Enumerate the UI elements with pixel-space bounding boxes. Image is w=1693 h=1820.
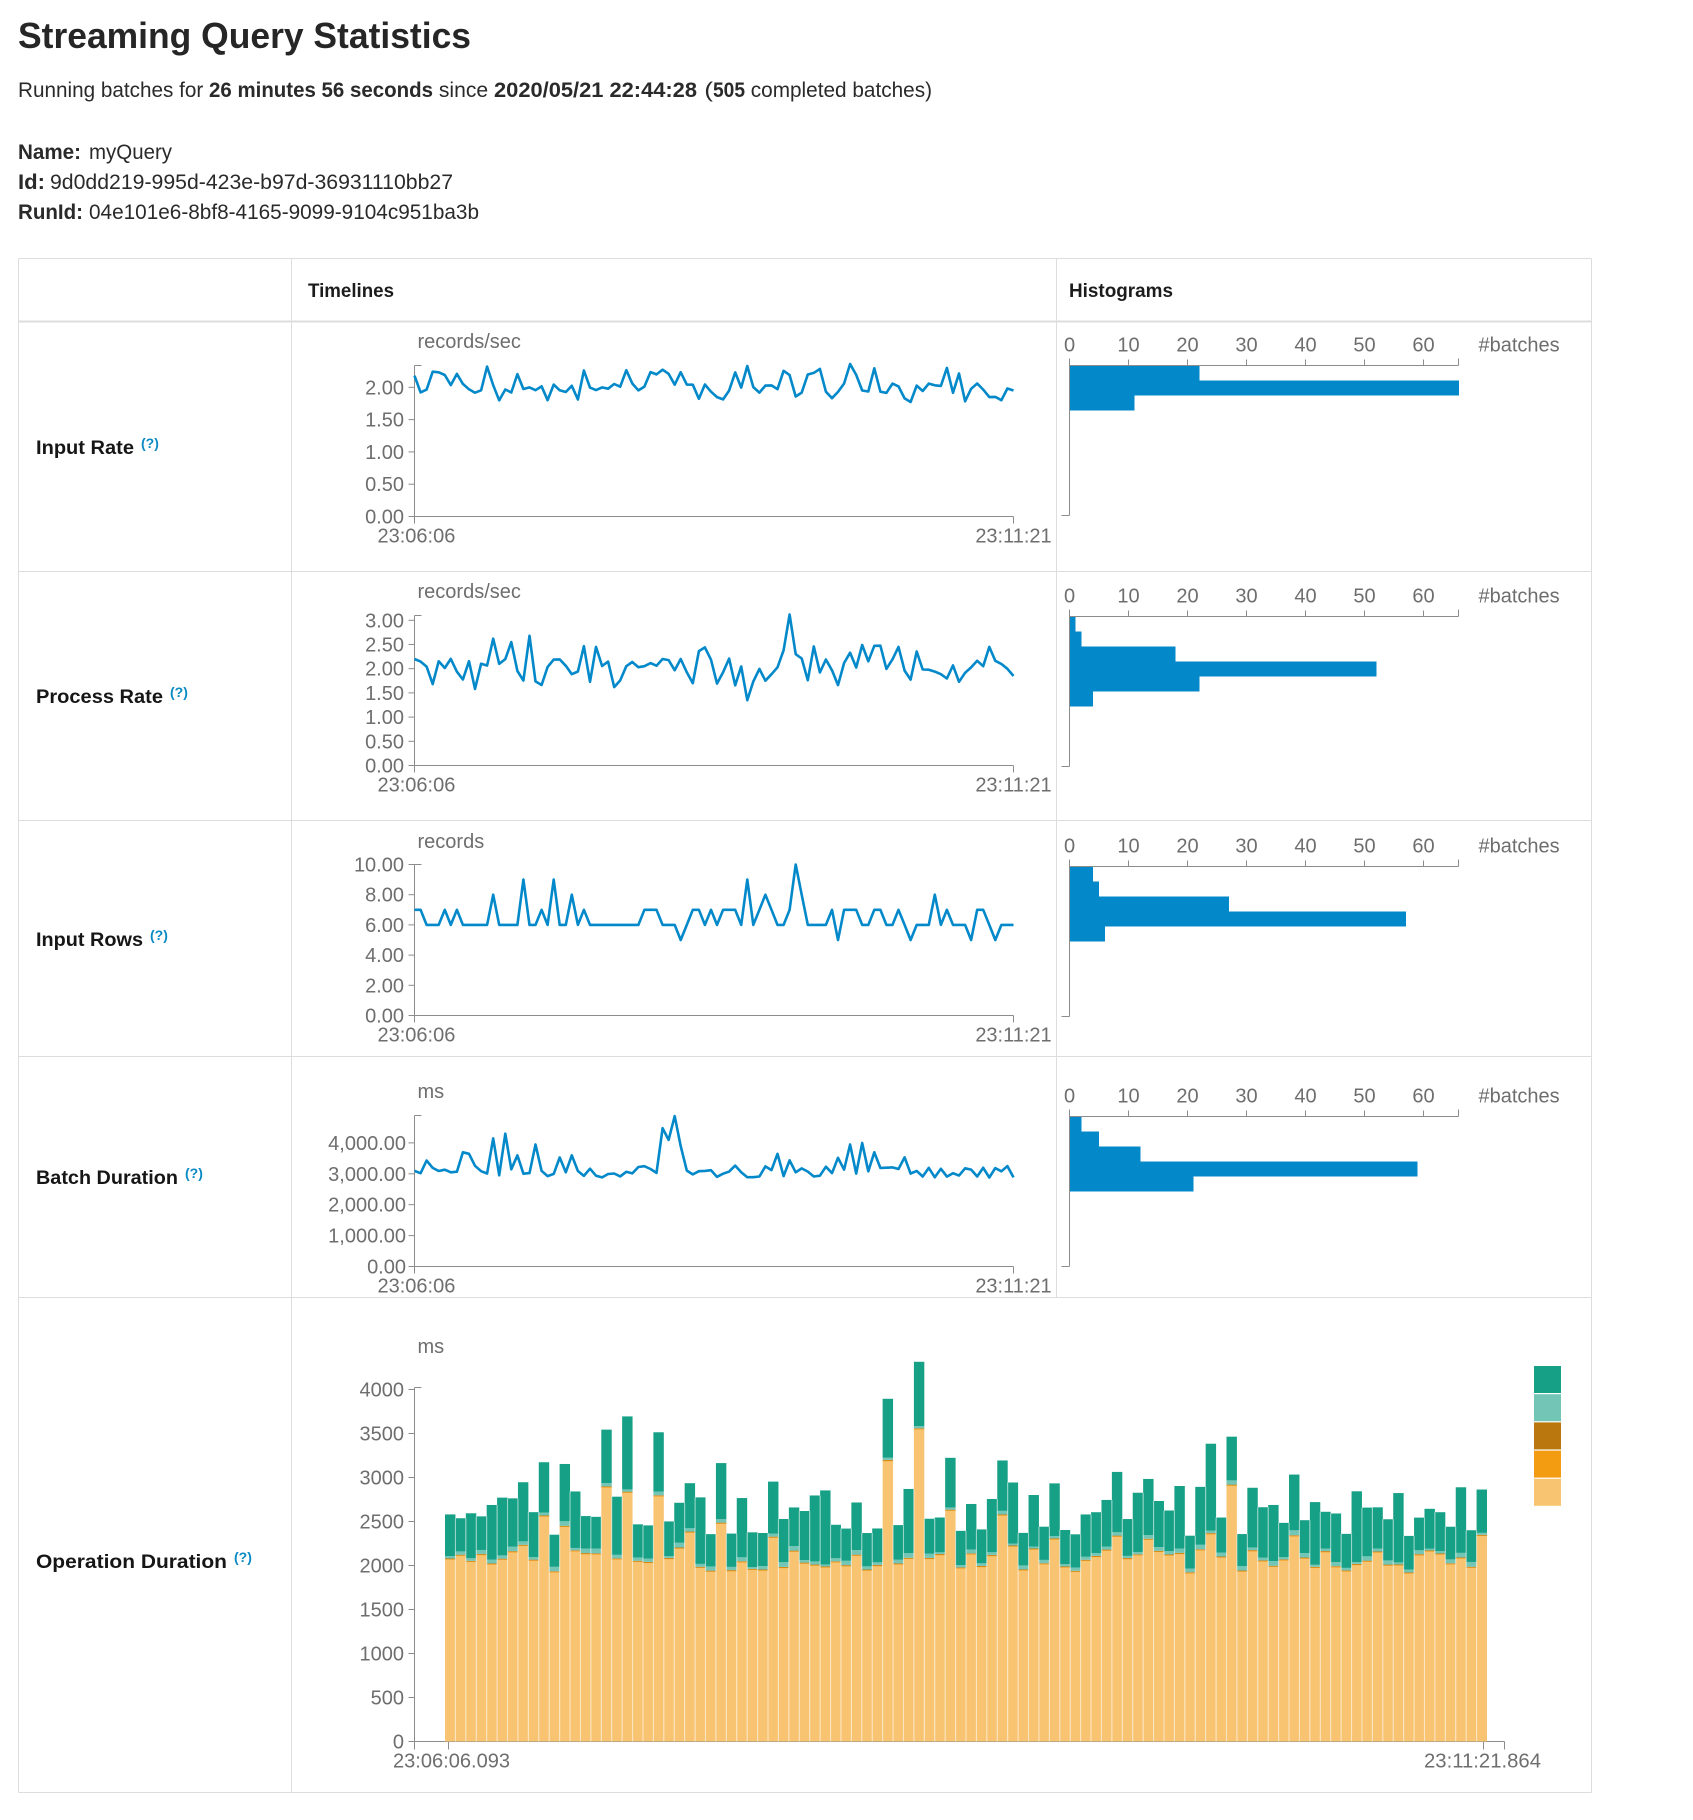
svg-text:10: 10 bbox=[1117, 335, 1139, 357]
svg-text:30: 30 bbox=[1235, 335, 1257, 357]
svg-text:0: 0 bbox=[393, 1732, 404, 1754]
svg-text:4.00: 4.00 bbox=[365, 945, 404, 967]
svg-text:50: 50 bbox=[1353, 836, 1375, 858]
svg-text:1.00: 1.00 bbox=[365, 707, 404, 729]
svg-text:1.50: 1.50 bbox=[365, 683, 404, 705]
svg-text:Batch Duration: Batch Duration bbox=[36, 1168, 178, 1189]
svg-text:1.00: 1.00 bbox=[365, 442, 404, 464]
svg-text:1000: 1000 bbox=[360, 1644, 405, 1666]
svg-text:40: 40 bbox=[1294, 1086, 1316, 1108]
svg-text:2000: 2000 bbox=[360, 1556, 405, 1578]
svg-text:60: 60 bbox=[1412, 586, 1434, 608]
svg-text:0.00: 0.00 bbox=[365, 1006, 404, 1028]
svg-text:Timelines: Timelines bbox=[308, 281, 394, 302]
svg-text:0.00: 0.00 bbox=[365, 756, 404, 778]
svg-text:Id:9d0dd219-995d-423e-b97d-369: Id: 9d0dd219-995d-423e-b97d-36931110bb27 bbox=[18, 171, 453, 194]
svg-text:4000: 4000 bbox=[360, 1380, 405, 1402]
svg-text:records: records bbox=[418, 831, 485, 853]
svg-text:2.00: 2.00 bbox=[365, 377, 404, 399]
svg-text:40: 40 bbox=[1294, 836, 1316, 858]
svg-text:Process Rate: Process Rate bbox=[36, 687, 163, 708]
svg-text:23:06:06: 23:06:06 bbox=[378, 1025, 456, 1047]
svg-text:30: 30 bbox=[1235, 1086, 1257, 1108]
svg-text:Input Rows: Input Rows bbox=[36, 930, 143, 951]
svg-text:0.50: 0.50 bbox=[365, 731, 404, 753]
svg-text:records/sec: records/sec bbox=[418, 581, 521, 603]
svg-text:#batches: #batches bbox=[1479, 1086, 1560, 1108]
svg-text:1,000.00: 1,000.00 bbox=[328, 1226, 406, 1248]
svg-text:23:06:06: 23:06:06 bbox=[378, 526, 456, 548]
svg-text:10.00: 10.00 bbox=[354, 855, 404, 877]
svg-text:0: 0 bbox=[1064, 335, 1075, 357]
svg-text:#batches: #batches bbox=[1479, 586, 1560, 608]
svg-text:(?): (?) bbox=[234, 1549, 252, 1565]
svg-text:0.00: 0.00 bbox=[367, 1257, 406, 1279]
svg-text:8.00: 8.00 bbox=[365, 885, 404, 907]
svg-text:23:11:21: 23:11:21 bbox=[975, 775, 1051, 797]
svg-text:20: 20 bbox=[1176, 586, 1198, 608]
svg-text:0.00: 0.00 bbox=[365, 507, 404, 529]
svg-text:Name:myQuery: Name: myQuery bbox=[18, 141, 172, 164]
svg-text:1500: 1500 bbox=[360, 1600, 405, 1622]
svg-text:Running batches for 26 minutes: Running batches for 26 minutes 56 second… bbox=[18, 79, 932, 102]
svg-text:Operation Duration: Operation Duration bbox=[36, 1552, 227, 1573]
svg-text:40: 40 bbox=[1294, 335, 1316, 357]
svg-text:3500: 3500 bbox=[360, 1424, 405, 1446]
svg-text:10: 10 bbox=[1117, 586, 1139, 608]
svg-text:(?): (?) bbox=[150, 927, 168, 943]
svg-text:ms: ms bbox=[418, 1336, 445, 1358]
svg-text:20: 20 bbox=[1176, 1086, 1198, 1108]
svg-text:23:11:21.864: 23:11:21.864 bbox=[1424, 1751, 1541, 1773]
svg-text:2.00: 2.00 bbox=[365, 659, 404, 681]
svg-text:#batches: #batches bbox=[1479, 836, 1560, 858]
svg-text:10: 10 bbox=[1117, 836, 1139, 858]
svg-text:20: 20 bbox=[1176, 836, 1198, 858]
svg-text:(?): (?) bbox=[170, 684, 188, 700]
svg-text:Histograms: Histograms bbox=[1069, 281, 1173, 302]
svg-text:40: 40 bbox=[1294, 586, 1316, 608]
svg-text:50: 50 bbox=[1353, 1086, 1375, 1108]
svg-text:20: 20 bbox=[1176, 335, 1198, 357]
svg-text:0.50: 0.50 bbox=[365, 474, 404, 496]
svg-text:60: 60 bbox=[1412, 335, 1434, 357]
svg-text:2.50: 2.50 bbox=[365, 635, 404, 657]
svg-text:23:11:21: 23:11:21 bbox=[975, 1025, 1051, 1047]
svg-text:records/sec: records/sec bbox=[418, 331, 521, 353]
svg-text:60: 60 bbox=[1412, 836, 1434, 858]
svg-text:60: 60 bbox=[1412, 1086, 1434, 1108]
svg-text:6.00: 6.00 bbox=[365, 915, 404, 937]
svg-text:Streaming Query Statistics: Streaming Query Statistics bbox=[18, 15, 471, 56]
svg-text:ms: ms bbox=[418, 1081, 445, 1103]
svg-text:RunId:04e101e6-8bf8-4165-9099-: RunId: 04e101e6-8bf8-4165-9099-9104c951ba… bbox=[18, 201, 479, 224]
svg-text:1.50: 1.50 bbox=[365, 410, 404, 432]
svg-text:2.00: 2.00 bbox=[365, 975, 404, 997]
svg-text:#batches: #batches bbox=[1479, 335, 1560, 357]
svg-text:Input Rate: Input Rate bbox=[36, 438, 134, 459]
svg-text:3000: 3000 bbox=[360, 1468, 405, 1490]
svg-text:2500: 2500 bbox=[360, 1512, 405, 1534]
svg-text:50: 50 bbox=[1353, 586, 1375, 608]
svg-text:50: 50 bbox=[1353, 335, 1375, 357]
svg-text:30: 30 bbox=[1235, 836, 1257, 858]
svg-text:(?): (?) bbox=[141, 435, 159, 451]
svg-text:23:06:06.093: 23:06:06.093 bbox=[393, 1751, 510, 1773]
svg-text:10: 10 bbox=[1117, 1086, 1139, 1108]
svg-text:0: 0 bbox=[1064, 836, 1075, 858]
svg-text:4,000.00: 4,000.00 bbox=[328, 1133, 406, 1155]
svg-text:0: 0 bbox=[1064, 1086, 1075, 1108]
svg-text:(?): (?) bbox=[185, 1165, 203, 1181]
svg-text:0: 0 bbox=[1064, 586, 1075, 608]
svg-text:23:11:21: 23:11:21 bbox=[975, 1276, 1051, 1298]
svg-text:23:11:21: 23:11:21 bbox=[975, 526, 1051, 548]
svg-text:23:06:06: 23:06:06 bbox=[378, 775, 456, 797]
svg-text:500: 500 bbox=[371, 1688, 404, 1710]
svg-text:2,000.00: 2,000.00 bbox=[328, 1195, 406, 1217]
svg-text:3.00: 3.00 bbox=[365, 610, 404, 632]
svg-text:30: 30 bbox=[1235, 586, 1257, 608]
svg-text:23:06:06: 23:06:06 bbox=[378, 1276, 456, 1298]
svg-text:3,000.00: 3,000.00 bbox=[328, 1164, 406, 1186]
